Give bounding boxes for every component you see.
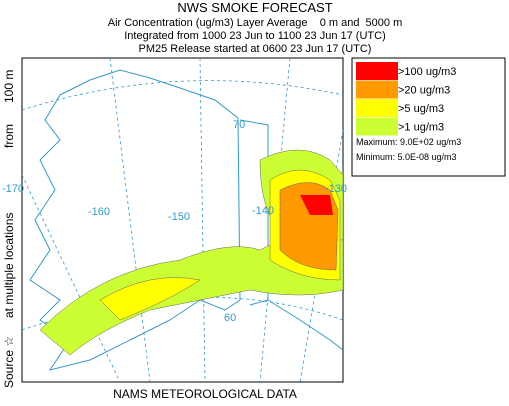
side-text: from — [2, 124, 16, 148]
legend-swatch — [356, 99, 398, 117]
legend-label: >1 ug/m3 — [398, 122, 444, 134]
legend: >100 ug/m3 >20 ug/m3 >5 ug/m3 >1 ug/m3 Maxi… — [351, 57, 506, 177]
legend-label: >100 ug/m3 — [398, 66, 456, 78]
legend-max: Maximum: 9.0E+02 ug/m3 — [356, 137, 461, 147]
side-text: at multiple locations — [2, 213, 16, 318]
legend-label: >20 ug/m3 — [398, 85, 450, 97]
subtitle: Integrated from 1000 23 Jun to 1100 23 J… — [124, 30, 386, 42]
map-label: -150 — [168, 211, 190, 223]
map: 70 -170 -160 -150 -140 -130 60 — [2, 57, 347, 383]
side-text: 100 m — [2, 70, 16, 103]
legend-swatch — [356, 80, 398, 99]
side-text: Source ☆ — [2, 336, 16, 388]
legend-swatch — [356, 117, 398, 136]
legend-min: Minimum: 5.0E-08 ug/m3 — [356, 152, 457, 162]
subtitle: Air Concentration (ug/m3) Layer Average … — [108, 17, 403, 29]
map-label: -170 — [2, 183, 24, 195]
map-label: -140 — [252, 205, 274, 217]
map-label: 60 — [224, 312, 236, 324]
map-label: -160 — [88, 206, 110, 218]
legend-label: >5 ug/m3 — [398, 103, 444, 115]
map-label: 70 — [233, 119, 245, 131]
map-label: -130 — [325, 183, 347, 195]
legend-swatch — [356, 62, 398, 80]
footer: NAMS METEOROLOGICAL DATA — [113, 387, 297, 401]
subtitle: PM25 Release started at 0600 23 Jun 17 (… — [139, 43, 372, 55]
title: NWS SMOKE FORECAST — [177, 0, 332, 15]
side-label: Source ☆ at multiple locations from 100 … — [2, 70, 16, 388]
